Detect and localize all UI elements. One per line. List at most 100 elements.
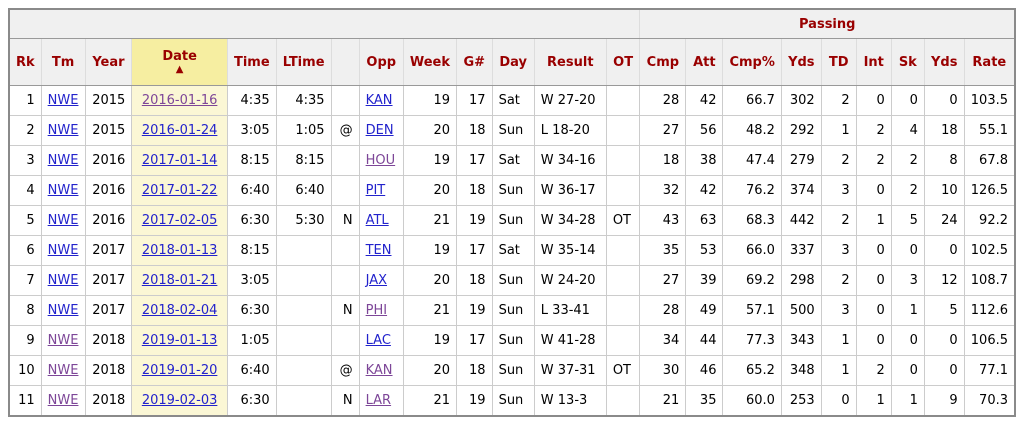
col-header-tm[interactable]: Tm [40, 38, 86, 86]
opp-link[interactable]: HOU [365, 153, 396, 168]
date-link[interactable]: 2019-01-20 [141, 363, 218, 378]
date-link[interactable]: 2016-01-24 [141, 123, 218, 138]
cell-yds: 279 [780, 145, 822, 176]
opp-link[interactable]: LAC [365, 333, 391, 348]
col-header-year[interactable]: Year [84, 38, 133, 86]
cell-time: 6:30 [226, 295, 277, 326]
col-header-week[interactable]: Week [402, 38, 458, 86]
cell-cmp: 27 [639, 265, 687, 296]
tm-link[interactable]: NWE [47, 393, 79, 408]
cell-rk: 11 [8, 385, 42, 417]
date-link[interactable]: 2017-01-14 [141, 153, 218, 168]
date-link[interactable]: 2017-02-05 [141, 213, 218, 228]
cell-tm: NWE [40, 145, 86, 176]
opp-link[interactable]: ATL [365, 213, 389, 228]
col-header-rk[interactable]: Rk [8, 38, 42, 86]
tm-link[interactable]: NWE [47, 333, 79, 348]
cell-year: 2016 [84, 175, 133, 206]
opp-link[interactable]: KAN [365, 93, 393, 108]
col-header-yds[interactable]: Yds [780, 38, 822, 86]
col-header-opp[interactable]: Opp [358, 38, 404, 86]
cell-time: 4:35 [226, 85, 277, 116]
col-header-sk[interactable]: Sk [890, 38, 925, 86]
col-header-cmp[interactable]: Cmp [639, 38, 687, 86]
cell-week: 20 [402, 115, 458, 146]
opp-link[interactable]: DEN [365, 123, 394, 138]
col-header-cmppct[interactable]: Cmp% [722, 38, 782, 86]
date-link[interactable]: 2018-01-13 [141, 243, 218, 258]
cell-rate: 108.7 [963, 265, 1016, 296]
tm-link[interactable]: NWE [47, 213, 79, 228]
opp-link[interactable]: TEN [365, 243, 392, 258]
cell-week: 21 [402, 205, 458, 236]
cell-int: 1 [855, 205, 892, 236]
date-link[interactable]: 2016-01-16 [141, 93, 218, 108]
table-row: 11 NWE 2018 2019-02-03 6:30 N LAR 21 19 Sun W 13-3… [8, 385, 1016, 417]
opp-link[interactable]: LAR [365, 393, 392, 408]
col-header-at[interactable] [330, 38, 360, 86]
cell-ot [605, 175, 641, 206]
cell-att: 46 [685, 355, 724, 386]
col-header-day[interactable]: Day [491, 38, 535, 86]
cell-ot [605, 85, 641, 116]
tm-link[interactable]: NWE [47, 93, 79, 108]
cell-rk: 1 [8, 85, 42, 116]
cell-result: L 18-20 [533, 115, 607, 146]
tm-link[interactable]: NWE [47, 153, 79, 168]
cell-int: 1 [855, 385, 892, 417]
date-link[interactable]: 2019-02-03 [141, 393, 218, 408]
opp-link[interactable]: PIT [365, 183, 386, 198]
cell-yds: 343 [780, 325, 822, 356]
col-header-ltime[interactable]: LTime [275, 38, 332, 86]
cell-att: 42 [685, 85, 724, 116]
date-link[interactable]: 2019-01-13 [141, 333, 218, 348]
col-header-result[interactable]: Result [533, 38, 607, 86]
cell-rate: 55.1 [963, 115, 1016, 146]
date-link[interactable]: 2018-02-04 [141, 303, 218, 318]
col-header-date[interactable]: Date ▲ [131, 38, 228, 86]
cell-att: 35 [685, 385, 724, 417]
cell-result: W 27-20 [533, 85, 607, 116]
cell-result: W 24-20 [533, 265, 607, 296]
cell-cmppct: 47.4 [722, 145, 782, 176]
cell-yds2: 12 [923, 265, 965, 296]
col-header-td[interactable]: TD [820, 38, 857, 86]
col-header-int[interactable]: Int [855, 38, 892, 86]
tm-link[interactable]: NWE [47, 183, 79, 198]
col-header-label: Result [547, 54, 594, 70]
cell-int: 0 [855, 175, 892, 206]
column-header-row: Rk Tm Year Date ▲ Time LTime Opp Week G# Day Result… [8, 38, 1016, 86]
tm-link[interactable]: NWE [47, 363, 79, 378]
cell-yds: 500 [780, 295, 822, 326]
cell-rk: 6 [8, 235, 42, 266]
col-header-gn[interactable]: G# [456, 38, 493, 86]
cell-opp: LAC [358, 325, 404, 356]
date-link[interactable]: 2017-01-22 [141, 183, 218, 198]
opp-link[interactable]: KAN [365, 363, 393, 378]
date-link[interactable]: 2018-01-21 [141, 273, 218, 288]
col-header-label: Tm [51, 54, 75, 70]
cell-cmppct: 69.2 [722, 265, 782, 296]
col-header-yds2[interactable]: Yds [923, 38, 965, 86]
cell-day: Sun [491, 115, 535, 146]
cell-cmppct: 48.2 [722, 115, 782, 146]
cell-gn: 17 [456, 145, 493, 176]
tm-link[interactable]: NWE [47, 243, 79, 258]
tm-link[interactable]: NWE [47, 303, 79, 318]
cell-result: W 41-28 [533, 325, 607, 356]
col-header-label: Yds [788, 54, 815, 70]
col-header-rate[interactable]: Rate [963, 38, 1016, 86]
tm-link[interactable]: NWE [47, 273, 79, 288]
cell-at [330, 325, 360, 356]
table-row: 2 NWE 2015 2016-01-24 3:05 1:05 @ DEN 20 18 Sun L 1… [8, 115, 1016, 146]
col-header-att[interactable]: Att [685, 38, 724, 86]
col-header-ot[interactable]: OT [605, 38, 641, 86]
cell-att: 63 [685, 205, 724, 236]
cell-yds2: 5 [923, 295, 965, 326]
opp-link[interactable]: JAX [365, 273, 388, 288]
tm-link[interactable]: NWE [47, 123, 79, 138]
col-header-time[interactable]: Time [226, 38, 277, 86]
col-header-label: Rate [972, 54, 1007, 70]
opp-link[interactable]: PHI [365, 303, 388, 318]
cell-att: 44 [685, 325, 724, 356]
